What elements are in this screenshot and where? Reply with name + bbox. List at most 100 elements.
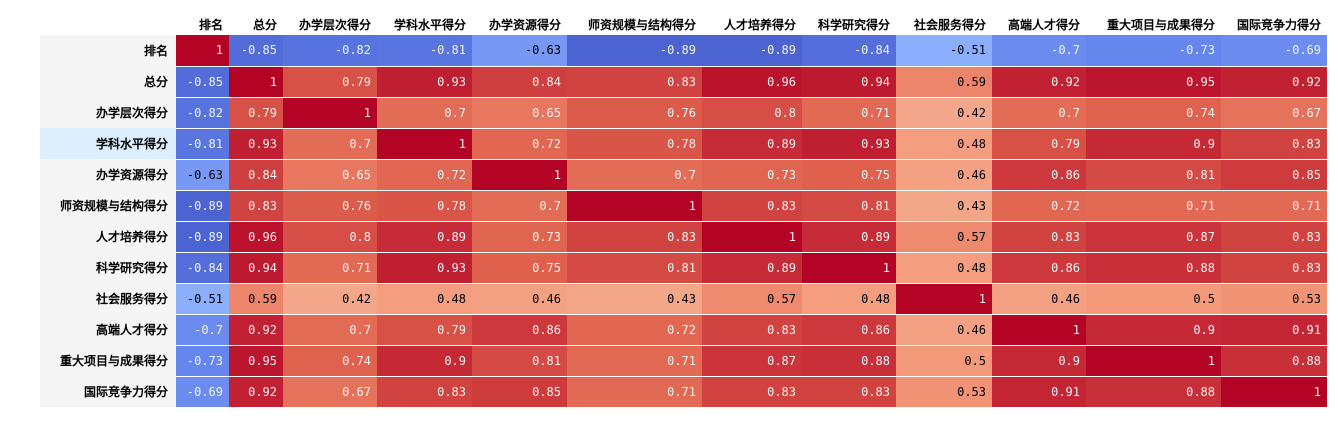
heatmap-cell: 0.74 [1086,97,1221,129]
heatmap-cell: 0.71 [283,252,377,284]
heatmap-cell: 0.83 [567,221,702,253]
heatmap-cell: 0.9 [1086,314,1221,346]
column-label: 高端人才得分 [992,4,1086,35]
row-label: 科学研究得分 [40,252,176,283]
heatmap-cell: 0.9 [377,345,472,377]
heatmap-cell: 0.92 [229,314,283,346]
heatmap-row: 社会服务得分 -0.51 0.59 0.42 0.48 0.46 0.43 0.57 0.48 1… [40,283,1327,315]
column-label: 办学资源得分 [472,4,567,35]
heatmap-cell: 0.67 [1221,97,1327,129]
heatmap-cell: 0.89 [702,128,802,160]
column-label: 排名 [176,4,229,35]
heatmap-cell: 1 [896,283,992,315]
row-label: 社会服务得分 [40,283,176,314]
heatmap-cell: 0.93 [377,66,472,98]
heatmap-cell: 0.91 [992,376,1086,408]
heatmap-cell: -0.84 [176,252,229,284]
column-label: 人才培养得分 [702,4,802,35]
heatmap-cell: -0.73 [176,345,229,377]
heatmap-cell: 0.57 [702,283,802,315]
heatmap-cell: 0.8 [283,221,377,253]
heatmap-cell: 0.65 [283,159,377,191]
heatmap-cell: -0.85 [176,66,229,98]
heatmap-cell: 0.42 [283,283,377,315]
heatmap-cell: 0.72 [472,128,567,160]
heatmap-cell: 0.74 [283,345,377,377]
heatmap-cell: 0.76 [283,190,377,222]
heatmap-cell: 0.91 [1221,314,1327,346]
heatmap-cell: 0.43 [896,190,992,222]
heatmap-cell: 0.85 [1221,159,1327,191]
heatmap-cell: 0.88 [1086,252,1221,284]
heatmap-cell: 0.87 [1086,221,1221,253]
heatmap-cell: 0.81 [567,252,702,284]
heatmap-cell: 0.48 [896,128,992,160]
heatmap-cell: 0.86 [992,159,1086,191]
row-label: 总分 [40,66,176,97]
heatmap-cell: 0.89 [802,221,896,253]
corner-cell [40,4,176,35]
heatmap-cell: 0.72 [377,159,472,191]
heatmap-cell: 0.7 [992,97,1086,129]
heatmap-cell: 0.79 [229,97,283,129]
heatmap-cell: 0.71 [802,97,896,129]
heatmap-cell: 0.83 [702,376,802,408]
row-label: 人才培养得分 [40,221,176,252]
heatmap-body: 排名 1 -0.85 -0.82 -0.81 -0.63 -0.89 -0.89 -0.84 -0… [40,35,1327,408]
heatmap-cell: 0.83 [567,66,702,98]
column-label: 重大项目与成果得分 [1086,4,1221,35]
heatmap-cell: 1 [992,314,1086,346]
heatmap-cell: 0.67 [283,376,377,408]
heatmap-cell: 0.46 [992,283,1086,315]
column-label: 师资规模与结构得分 [567,4,702,35]
heatmap-cell: 0.88 [1221,345,1327,377]
heatmap-cell: 0.88 [802,345,896,377]
heatmap-cell: 1 [176,35,229,67]
heatmap-cell: 0.59 [896,66,992,98]
row-label: 排名 [40,35,176,66]
heatmap-cell: 0.42 [896,97,992,129]
heatmap-cell: 0.75 [472,252,567,284]
heatmap-cell: 0.86 [472,314,567,346]
heatmap-cell: 0.7 [472,190,567,222]
heatmap-cell: 1 [472,159,567,191]
heatmap-cell: -0.63 [176,159,229,191]
heatmap-cell: 0.95 [1086,66,1221,98]
heatmap-cell: 0.7 [567,159,702,191]
heatmap-cell: 1 [802,252,896,284]
correlation-heatmap: 排名 总分 办学层次得分 学科水平得分 办学资源得分 师资规模与结构得分 人才培养得分 科学研… [40,4,1327,408]
heatmap-cell: 0.65 [472,97,567,129]
heatmap-cell: 0.48 [896,252,992,284]
heatmap-cell: 0.71 [567,376,702,408]
heatmap-cell: 0.83 [702,314,802,346]
heatmap-cell: 0.95 [229,345,283,377]
heatmap-row: 办学资源得分 -0.63 0.84 0.65 0.72 1 0.7 0.73 0.75 0.46 0… [40,159,1327,191]
heatmap-cell: 0.48 [802,283,896,315]
heatmap-cell: 0.83 [229,190,283,222]
heatmap-cell: 0.93 [377,252,472,284]
heatmap-cell: 0.84 [472,66,567,98]
heatmap-cell: 0.7 [283,314,377,346]
heatmap-cell: 0.43 [567,283,702,315]
heatmap-cell: 1 [1086,345,1221,377]
heatmap-row: 人才培养得分 -0.89 0.96 0.8 0.89 0.73 0.83 1 0.89 0.57 0… [40,221,1327,253]
heatmap-cell: 0.84 [229,159,283,191]
heatmap-cell: 1 [567,190,702,222]
heatmap-cell: -0.82 [283,35,377,67]
heatmap-row: 科学研究得分 -0.84 0.94 0.71 0.93 0.75 0.81 0.89 1 0.48… [40,252,1327,284]
heatmap-row: 学科水平得分 -0.81 0.93 0.7 1 0.72 0.78 0.89 0.93 0.48 0… [40,128,1327,160]
heatmap-cell: 0.46 [472,283,567,315]
column-header-row: 排名 总分 办学层次得分 学科水平得分 办学资源得分 师资规模与结构得分 人才培养得分 科学研… [40,4,1327,35]
heatmap-cell: 0.71 [1086,190,1221,222]
row-label: 学科水平得分 [40,128,176,159]
heatmap-cell: 0.93 [229,128,283,160]
heatmap-cell: 0.76 [567,97,702,129]
heatmap-cell: 0.79 [283,66,377,98]
heatmap-cell: 1 [283,97,377,129]
row-label: 师资规模与结构得分 [40,190,176,221]
heatmap-cell: -0.89 [176,221,229,253]
heatmap-cell: 0.57 [896,221,992,253]
heatmap-cell: 0.81 [472,345,567,377]
heatmap-cell: 0.78 [567,128,702,160]
heatmap-cell: 0.7 [377,97,472,129]
